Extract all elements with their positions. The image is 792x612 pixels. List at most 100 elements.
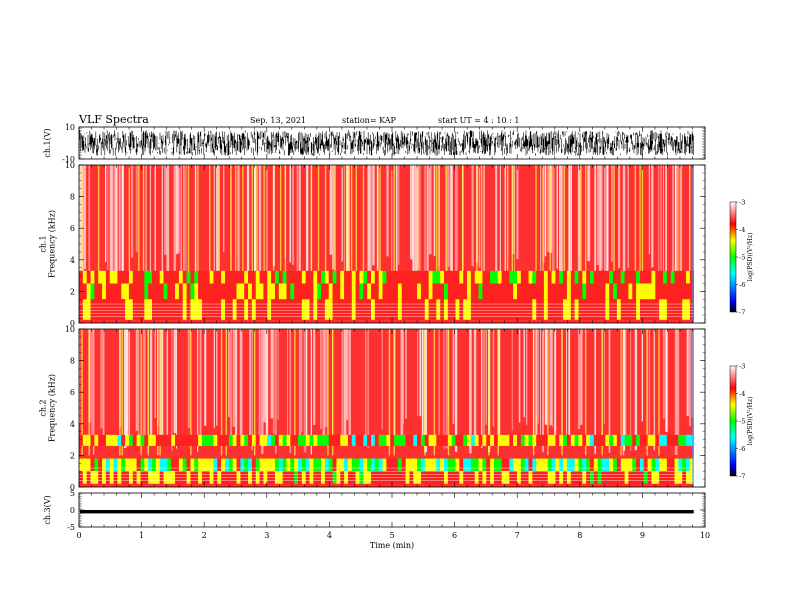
ch1-spectrogram-streak [606, 165, 609, 279]
ch1-spectrogram-band-cell [662, 283, 668, 300]
ch2-spectrogram-streak [232, 329, 235, 427]
ch2-spectrogram-band-cell [255, 434, 260, 446]
ch1-spectrogram-band-cell [182, 299, 187, 320]
ch2-spectrogram-streak [625, 329, 627, 441]
ch1-spectrogram-band-cell [413, 270, 418, 284]
ch1-spectrogram-band-cell [151, 299, 157, 320]
ch1-spectrogram-streak [131, 165, 134, 258]
ch2-spectrogram-band-cell [597, 434, 602, 446]
ch1-spectrogram-band-cell [582, 270, 587, 284]
ch1-spectrogram-band-cell [440, 299, 445, 320]
ch1-spectrogram-band-cell [651, 270, 656, 284]
ch2-spectrogram-colorbar-tick-label: -3 [739, 363, 745, 371]
ch1-ylabel: ch.1(V) [43, 128, 52, 157]
ch2-spectrogram-band-cell [636, 458, 641, 472]
ch1-spectrogram-band-cell [321, 283, 326, 300]
ch1-spectrogram-band-cell [463, 270, 468, 284]
ch1-spectrogram-streak [450, 165, 453, 289]
ch2-spectrogram-band-cell [474, 434, 479, 446]
ch2-spectrogram-band-cell [370, 434, 376, 446]
ch1-spectrogram-band-cell [321, 270, 326, 284]
ch1-spectrogram-band-cell [374, 270, 379, 284]
ch2-spectrogram-band-cell [593, 434, 598, 446]
ch1-spectrogram-band-cell [271, 283, 276, 300]
ch2-spectrogram-streak [518, 329, 521, 423]
ch2-spectrogram-band-cell [290, 434, 295, 446]
ch1-spectrogram-band-cell [144, 270, 149, 284]
ch1-spectrogram-band-cell [240, 283, 245, 300]
ch1-spectrogram-streak [251, 165, 254, 292]
ch1-spectrogram-band-cell [540, 299, 545, 320]
ch2-spectrogram-band-cell [178, 458, 184, 472]
ch2-spectrogram-band-cell [374, 458, 379, 472]
ch2-spectrogram-streak [542, 329, 544, 453]
ch1-spectrogram-band-cell [336, 283, 341, 300]
ch2-spectrogram-band-cell [666, 434, 671, 446]
ch2-spectrogram-streak [149, 329, 153, 443]
ch1-spectrogram-band-cell [474, 270, 479, 284]
ch1-spectrogram-streak [622, 165, 626, 283]
ch1-spectrogram-band-cell [390, 299, 395, 320]
ch1-spectrogram-streak [535, 165, 537, 292]
ch2-spectrogram-band-cell [355, 458, 360, 472]
ch1-spectrogram-streak [395, 165, 398, 283]
ch2-spectrogram-band-cell [274, 434, 280, 446]
ch2-spectrogram-streak [204, 329, 207, 426]
ch2-spectrogram-band-cell [620, 434, 625, 446]
ch1-spectrogram-band-cell [286, 283, 291, 300]
ch2-spectrogram-streak [421, 329, 424, 444]
ch1-spectrogram-band-cell [263, 283, 268, 300]
ch1-spectrogram-band-cell [390, 270, 395, 284]
ch1-spectrogram-band-cell [128, 299, 134, 320]
ch2-spectrogram-streak [261, 329, 264, 454]
ch1-spectrogram-band-cell [682, 299, 687, 320]
ch2-spectrogram-band-cell [443, 434, 449, 446]
ch1-spectrogram-band-cell [267, 270, 272, 284]
ch1-spectrogram-band-cell [151, 270, 157, 284]
ch1-spectrogram-band-cell [194, 299, 199, 320]
ch1-spectrogram-band-cell [424, 299, 429, 320]
ch1-spectrogram-band-cell [386, 299, 391, 320]
ch2-spectrogram-band-cell [148, 458, 153, 472]
ch2-spectrogram-band-cell [551, 458, 556, 472]
ch2-spectrogram-streak [485, 329, 487, 425]
ch2-spectrogram-band-cell [363, 458, 368, 472]
y-tick-label: 2 [70, 287, 75, 296]
ch1-spectrogram-streak [305, 165, 309, 280]
ch1-spectrogram-band-cell [94, 299, 99, 320]
ch1-spectrogram-band-cell [551, 270, 556, 284]
ch1-spectrogram-band-cell [470, 299, 476, 320]
ch1-spectrogram-band-cell [236, 270, 241, 284]
ch2-spectrogram-band-cell [605, 434, 610, 446]
ch2-spectrogram-streak [147, 329, 149, 456]
ch2-spectrogram-band-cell [282, 458, 287, 472]
ch2-spectrogram-band-cell [148, 434, 153, 446]
ch1-spectrogram-streak [639, 165, 641, 292]
ch1-spectrogram-band-cell [420, 283, 426, 300]
ch1-spectrogram-band-cell [255, 283, 260, 300]
ch2-spectrogram-streak [646, 329, 648, 456]
ch2-spectrogram-streak [331, 329, 334, 456]
ch2-spectrogram-band-cell [540, 458, 545, 472]
ch2-spectrogram-band-cell [313, 434, 318, 446]
ch1-spectrogram-band-cell [578, 299, 583, 320]
ch1-spectrogram-band-cell [582, 283, 587, 300]
ch2-spectrogram-streak [161, 329, 164, 437]
ch2-spectrogram-band-cell [163, 458, 168, 472]
ch1-spectrogram-band-cell [493, 270, 499, 284]
ch1-spectrogram-band-cell [167, 299, 172, 320]
ch1-spectrogram-band-cell [305, 270, 310, 284]
ch2-spectrogram-band-cell [136, 434, 141, 446]
ch2-spectrogram-band-cell [443, 458, 449, 472]
ch3-ylabel: ch.3(V) [43, 495, 52, 524]
ch1-spectrogram-streak [568, 165, 571, 284]
ch2-spectrogram-band-cell [578, 458, 583, 472]
ch1-spectrogram-band-cell [305, 299, 310, 320]
ch2-spectrogram-band-cell [428, 458, 433, 472]
ch2-spectrogram-ylabel: ch.2 [39, 399, 48, 416]
ch1-spectrogram-band-cell [278, 283, 283, 300]
ch2-spectrogram-band-cell [578, 434, 583, 446]
ch1-spectrogram-band-cell [228, 299, 233, 320]
ch1-spectrogram-band-cell [175, 270, 180, 284]
ch2-spectrogram-colorbar [729, 365, 737, 477]
